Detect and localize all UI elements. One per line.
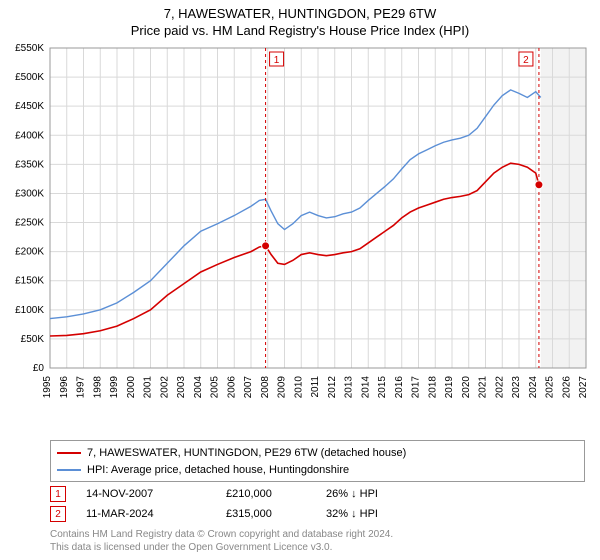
sale-marker-1: 1 xyxy=(50,486,66,502)
svg-text:2021: 2021 xyxy=(478,376,489,399)
svg-text:2014: 2014 xyxy=(360,376,371,399)
svg-text:£0: £0 xyxy=(33,363,45,374)
attribution-line2: This data is licensed under the Open Gov… xyxy=(50,541,393,554)
svg-text:2: 2 xyxy=(523,55,529,66)
svg-text:£550K: £550K xyxy=(15,43,44,54)
attribution-line1: Contains HM Land Registry data © Crown c… xyxy=(50,528,393,541)
svg-text:2008: 2008 xyxy=(260,376,271,399)
svg-text:2023: 2023 xyxy=(511,376,522,399)
svg-text:1997: 1997 xyxy=(76,376,87,399)
legend-row-hpi: HPI: Average price, detached house, Hunt… xyxy=(57,462,578,479)
sale-row-2: 2 11-MAR-2024 £315,000 32% ↓ HPI xyxy=(50,504,446,524)
title-subtitle: Price paid vs. HM Land Registry's House … xyxy=(0,23,600,38)
svg-text:2012: 2012 xyxy=(327,376,338,399)
sale-row-1: 1 14-NOV-2007 £210,000 26% ↓ HPI xyxy=(50,484,446,504)
sale-diff-2: 32% ↓ HPI xyxy=(326,508,446,520)
svg-text:2025: 2025 xyxy=(545,376,556,399)
title-block: 7, HAWESWATER, HUNTINGDON, PE29 6TW Pric… xyxy=(0,0,600,38)
sale-date-1: 14-NOV-2007 xyxy=(86,488,226,500)
svg-text:£50K: £50K xyxy=(21,334,45,345)
legend-row-price-paid: 7, HAWESWATER, HUNTINGDON, PE29 6TW (det… xyxy=(57,445,578,462)
svg-text:2013: 2013 xyxy=(344,376,355,399)
svg-text:2016: 2016 xyxy=(394,376,405,399)
svg-text:2001: 2001 xyxy=(143,376,154,399)
legend-swatch-price-paid xyxy=(57,452,81,454)
title-address: 7, HAWESWATER, HUNTINGDON, PE29 6TW xyxy=(0,6,600,21)
svg-text:2018: 2018 xyxy=(427,376,438,399)
sale-price-1: £210,000 xyxy=(226,488,326,500)
svg-text:£450K: £450K xyxy=(15,101,44,112)
svg-text:1: 1 xyxy=(274,55,280,66)
svg-text:2004: 2004 xyxy=(193,376,204,399)
svg-text:2015: 2015 xyxy=(377,376,388,399)
svg-text:2010: 2010 xyxy=(293,376,304,399)
legend-swatch-hpi xyxy=(57,469,81,471)
svg-text:2022: 2022 xyxy=(494,376,505,399)
sale-diff-1: 26% ↓ HPI xyxy=(326,488,446,500)
chart-container: 7, HAWESWATER, HUNTINGDON, PE29 6TW Pric… xyxy=(0,0,600,560)
svg-text:£400K: £400K xyxy=(15,130,44,141)
legend-label-price-paid: 7, HAWESWATER, HUNTINGDON, PE29 6TW (det… xyxy=(87,445,406,462)
svg-text:£200K: £200K xyxy=(15,247,44,258)
svg-text:2006: 2006 xyxy=(226,376,237,399)
sale-marker-2: 2 xyxy=(50,506,66,522)
legend-label-hpi: HPI: Average price, detached house, Hunt… xyxy=(87,462,349,479)
svg-text:1998: 1998 xyxy=(92,376,103,399)
svg-text:£100K: £100K xyxy=(15,305,44,316)
svg-text:2000: 2000 xyxy=(126,376,137,399)
svg-text:2005: 2005 xyxy=(210,376,221,399)
svg-text:2007: 2007 xyxy=(243,376,254,399)
svg-text:£300K: £300K xyxy=(15,188,44,199)
svg-text:£250K: £250K xyxy=(15,218,44,229)
svg-text:2020: 2020 xyxy=(461,376,472,399)
svg-text:1996: 1996 xyxy=(59,376,70,399)
sale-price-2: £315,000 xyxy=(226,508,326,520)
legend-box: 7, HAWESWATER, HUNTINGDON, PE29 6TW (det… xyxy=(50,440,585,482)
sales-table: 1 14-NOV-2007 £210,000 26% ↓ HPI 2 11-MA… xyxy=(50,484,446,524)
attribution: Contains HM Land Registry data © Crown c… xyxy=(50,528,393,554)
svg-text:2017: 2017 xyxy=(411,376,422,399)
svg-text:1995: 1995 xyxy=(42,376,53,399)
svg-text:£150K: £150K xyxy=(15,276,44,287)
svg-text:2027: 2027 xyxy=(578,376,589,399)
chart-area: £0£50K£100K£150K£200K£250K£300K£350K£400… xyxy=(50,48,586,398)
svg-text:2003: 2003 xyxy=(176,376,187,399)
svg-text:2009: 2009 xyxy=(277,376,288,399)
svg-text:£350K: £350K xyxy=(15,159,44,170)
svg-text:2024: 2024 xyxy=(528,376,539,399)
svg-text:2019: 2019 xyxy=(444,376,455,399)
svg-text:2026: 2026 xyxy=(561,376,572,399)
svg-text:2011: 2011 xyxy=(310,376,321,398)
svg-text:1999: 1999 xyxy=(109,376,120,399)
svg-text:2002: 2002 xyxy=(159,376,170,399)
chart-svg: £0£50K£100K£150K£200K£250K£300K£350K£400… xyxy=(50,48,586,398)
sale-date-2: 11-MAR-2024 xyxy=(86,508,226,520)
svg-text:£500K: £500K xyxy=(15,72,44,83)
